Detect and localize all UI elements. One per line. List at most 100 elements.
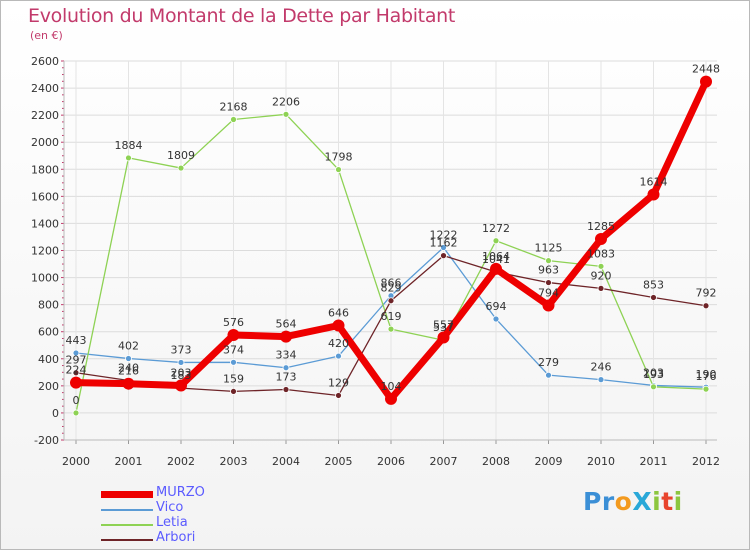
data-point-murzo (122, 377, 135, 390)
y-tick-label: 1800 (31, 163, 59, 176)
data-label-vico: 420 (328, 337, 349, 350)
data-point-vico (230, 358, 237, 366)
data-point-murzo (385, 392, 397, 405)
x-tick-label: 2006 (377, 455, 405, 468)
data-point-letia (282, 110, 290, 118)
data-label-vico: 374 (223, 343, 244, 356)
y-tick-label: 800 (38, 299, 59, 312)
data-label-vico: 246 (591, 361, 612, 374)
x-tick-label: 2003 (220, 455, 248, 468)
data-label-letia: 2168 (220, 100, 248, 113)
data-label-arbori: 792 (696, 287, 717, 300)
data-label-murzo: 2448 (692, 63, 720, 76)
data-label-arbori: 129 (328, 376, 349, 389)
logo-letter: X (632, 487, 653, 516)
data-point-murzo (700, 75, 712, 88)
data-label-arbori: 1162 (430, 237, 458, 250)
x-tick-label: 2007 (430, 455, 458, 468)
data-point-letia (125, 154, 132, 162)
data-point-murzo (227, 328, 240, 341)
data-label-vico: 203 (643, 366, 664, 379)
data-point-letia (702, 385, 710, 393)
proxiti-logo: ProXiti (583, 487, 683, 516)
data-point-vico (492, 315, 500, 323)
data-label-murzo: 646 (328, 306, 349, 319)
logo-letter: i (673, 487, 683, 516)
data-label-vico: 1222 (430, 229, 458, 242)
y-tick-label: 400 (38, 353, 59, 366)
y-tick-label: 2400 (31, 82, 59, 95)
data-point-arbori (650, 294, 657, 301)
data-label-vico: 694 (486, 300, 507, 313)
data-point-letia (387, 325, 395, 333)
data-point-murzo (647, 188, 660, 201)
data-label-murzo: 794 (538, 286, 559, 299)
data-label-arbori: 183 (171, 369, 192, 382)
data-point-vico (125, 355, 132, 362)
legend-label: MURZO (156, 485, 205, 500)
data-point-murzo (332, 319, 345, 332)
legend-swatch (101, 524, 153, 526)
data-label-murzo: 576 (223, 316, 244, 329)
data-label-vico: 866 (381, 277, 402, 290)
data-label-letia: 1809 (167, 149, 195, 162)
data-label-letia: 1884 (115, 139, 143, 152)
data-point-arbori (545, 279, 552, 286)
data-label-murzo: 216 (118, 365, 139, 378)
data-label-vico: 190 (696, 368, 717, 381)
data-point-murzo (280, 330, 292, 343)
data-point-arbori (702, 302, 710, 310)
x-tick-label: 2005 (325, 455, 353, 468)
y-tick-label: 1200 (31, 245, 59, 258)
data-point-letia (230, 116, 237, 123)
x-tick-label: 2000 (62, 455, 90, 468)
data-label-letia: 1083 (587, 247, 615, 260)
x-tick-label: 2011 (640, 455, 668, 468)
data-label-letia: 537 (433, 321, 454, 334)
data-point-murzo (490, 262, 502, 275)
x-tick-label: 2002 (167, 455, 195, 468)
y-tick-label: 1000 (31, 272, 59, 285)
x-tick-label: 2001 (115, 455, 143, 468)
logo-letter: P (583, 487, 602, 516)
y-tick-label: 2600 (31, 55, 59, 68)
data-point-murzo (595, 232, 607, 245)
data-label-vico: 334 (276, 349, 297, 362)
data-label-letia: 176 (696, 370, 717, 383)
y-tick-label: 1600 (31, 190, 59, 203)
data-point-vico (177, 359, 185, 366)
y-tick-label: 2000 (31, 136, 59, 149)
y-tick-label: 600 (38, 326, 59, 339)
data-label-murzo: 564 (276, 318, 297, 331)
data-label-letia: 2206 (272, 95, 300, 108)
y-tick-label: 2200 (31, 109, 59, 122)
legend-swatch (101, 491, 153, 498)
data-label-arbori: 963 (538, 264, 559, 277)
chart-title: Evolution du Montant de la Dette par Hab… (28, 5, 456, 27)
legend-label: Vico (156, 500, 184, 515)
chart-subtitle: (en €) (30, 29, 63, 42)
legend-swatch (101, 509, 153, 511)
data-point-letia (177, 164, 185, 172)
x-tick-label: 2009 (535, 455, 563, 468)
data-point-arbori (72, 369, 80, 377)
x-tick-label: 2012 (692, 455, 720, 468)
data-point-letia (72, 409, 80, 417)
data-point-letia (335, 166, 342, 173)
data-point-murzo (437, 331, 450, 344)
data-label-murzo: 557 (433, 319, 454, 332)
data-label-arbori: 829 (381, 282, 402, 295)
data-label-arbori: 853 (643, 278, 664, 291)
data-point-letia (650, 383, 657, 391)
data-point-arbori (387, 297, 395, 305)
data-label-letia: 619 (381, 310, 402, 323)
x-tick-label: 2010 (587, 455, 615, 468)
data-label-murzo: 203 (171, 366, 192, 379)
data-label-letia: 1125 (535, 242, 563, 255)
data-point-vico (440, 244, 447, 251)
data-label-murzo: 224 (66, 364, 87, 377)
legend-label: Arbori (156, 530, 196, 545)
logo-letter: o (614, 487, 633, 516)
